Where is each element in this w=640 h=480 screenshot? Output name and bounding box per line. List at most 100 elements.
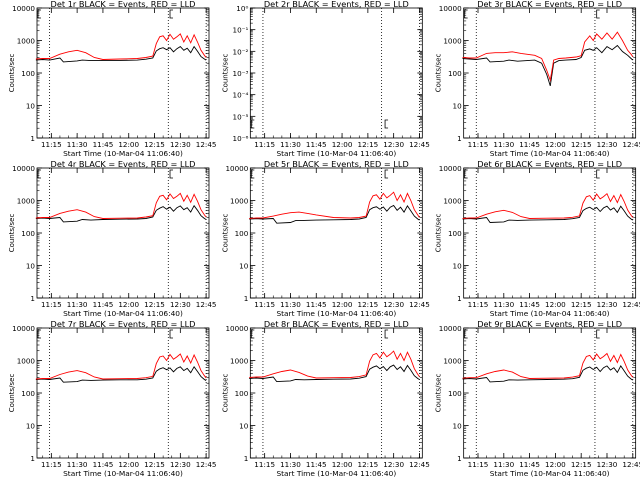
x-tick-label: 11:15 [41, 460, 62, 469]
x-tick-label: 11:45 [306, 460, 327, 469]
y-axis-label: Counts/sec [221, 54, 229, 93]
y-tick-label: 1 [30, 294, 35, 303]
series-line-events [35, 45, 207, 63]
panel-det-6r: Det 6r BLACK = Events, RED = LLD 1 10 100 10… [435, 159, 640, 318]
series-line-lld [462, 31, 634, 82]
x-tick-label: 12:00 [332, 140, 353, 149]
y-tick-label: 1000 [17, 37, 36, 46]
y-axis-label: Counts/sec [221, 374, 229, 413]
bracket-marker [384, 119, 389, 129]
y-axis-label: Counts/sec [435, 374, 443, 413]
x-tick-label: 12:45 [409, 460, 430, 469]
series-line-lld [35, 353, 207, 380]
y-tick-label: 10 [239, 262, 249, 271]
x-tick-label: 12:30 [383, 460, 404, 469]
y-tick-label: 1000 [443, 197, 462, 206]
y-tick-label: 1000 [17, 197, 36, 206]
x-tick-label: 12:30 [597, 140, 618, 149]
x-tick-label: 11:45 [93, 460, 114, 469]
x-tick-label: 12:00 [332, 460, 353, 469]
y-tick-label: 100 [235, 229, 249, 238]
x-tick-label: 12:15 [571, 300, 592, 309]
bracket-marker-left [37, 9, 41, 19]
y-tick-label: 100 [448, 389, 462, 398]
x-tick-label: 11:30 [493, 300, 514, 309]
panel-title: Det 3r BLACK = Events, RED = LLD [477, 0, 622, 9]
x-tick-label: 11:30 [67, 300, 88, 309]
x-axis-label: Start Time (10-Mar-04 11:06:40) [490, 309, 610, 318]
bracket-marker [596, 9, 600, 19]
y-tick-label: 1000 [17, 357, 36, 366]
y-axis-label: Counts/sec [435, 54, 443, 93]
bracket-marker-left [464, 9, 468, 19]
panel-title: Det 5r BLACK = Events, RED = LLD [264, 159, 409, 169]
series-line-lld [35, 33, 207, 60]
y-tick-label: 1 [244, 294, 249, 303]
x-tick-label: 12:45 [622, 300, 640, 309]
x-tick-label: 11:15 [468, 140, 489, 149]
x-tick-label: 12:45 [409, 300, 430, 309]
x-axis-label: Start Time (10-Mar-04 11:06:40) [276, 469, 396, 478]
panel-det-2r: Det 2r BLACK = Events, RED = LLD 10⁻⁶ 10⁻⁵… [221, 0, 429, 158]
series-line-events [249, 204, 420, 224]
x-tick-label: 12:45 [196, 300, 217, 309]
plot-frame [249, 7, 423, 139]
x-tick-label: 12:30 [170, 140, 191, 149]
panel-title: Det 7r BLACK = Events, RED = LLD [51, 319, 196, 329]
series-line-events [35, 365, 207, 383]
y-tick-label: 100 [21, 69, 35, 78]
x-tick-label: 11:30 [67, 460, 88, 469]
x-tick-label: 11:30 [493, 460, 514, 469]
bracket-marker [596, 169, 600, 179]
x-axis-label: Start Time (10-Mar-04 11:06:40) [63, 469, 183, 478]
x-tick-label: 12:00 [332, 300, 353, 309]
panel-det-1r: Det 1r BLACK = Events, RED = LLD 1 10 100 10… [8, 0, 216, 158]
x-axis-label: Start Time (10-Mar-04 11:06:40) [63, 149, 183, 158]
y-tick-label: 1000 [230, 357, 249, 366]
x-tick-label: 12:15 [571, 460, 592, 469]
y-tick-label: 1000 [443, 357, 462, 366]
series-line-events [35, 204, 207, 223]
x-tick-label: 11:30 [493, 140, 514, 149]
y-tick-label: 10⁻³ [233, 69, 249, 78]
x-tick-label: 12:45 [409, 140, 430, 149]
x-tick-label: 12:00 [545, 140, 566, 149]
y-tick-label: 10000 [12, 324, 35, 333]
plot-frame [36, 327, 210, 459]
y-tick-label: 1000 [230, 197, 249, 206]
x-tick-label: 11:15 [254, 300, 275, 309]
y-tick-label: 100 [235, 389, 249, 398]
x-tick-label: 12:15 [571, 140, 592, 149]
plot-frame [463, 167, 637, 299]
y-axis-label: Counts/sec [8, 214, 16, 253]
y-tick-label: 1 [457, 454, 462, 463]
y-tick-label: 10⁰ [236, 4, 248, 13]
y-tick-label: 10000 [439, 324, 462, 333]
y-tick-label: 100 [448, 229, 462, 238]
x-tick-label: 12:15 [358, 300, 379, 309]
series-line-lld [249, 191, 420, 219]
y-tick-label: 10⁻⁵ [233, 112, 249, 121]
bracket-marker [169, 169, 174, 179]
x-tick-label: 11:45 [519, 460, 540, 469]
series-line-lld [462, 192, 634, 219]
y-tick-label: 100 [21, 389, 35, 398]
x-tick-label: 12:00 [545, 300, 566, 309]
x-tick-label: 11:15 [254, 140, 275, 149]
x-tick-label: 11:45 [519, 140, 540, 149]
panel-det-5r: Det 5r BLACK = Events, RED = LLD 1 10 100 10… [221, 159, 429, 318]
y-tick-label: 10⁻⁴ [233, 91, 249, 100]
y-tick-label: 1 [457, 294, 462, 303]
y-tick-label: 1 [457, 134, 462, 143]
x-axis-label: Start Time (10-Mar-04 11:06:40) [63, 309, 183, 318]
y-tick-label: 10⁻² [233, 47, 249, 56]
panel-title: Det 4r BLACK = Events, RED = LLD [51, 159, 196, 169]
x-tick-label: 11:15 [41, 300, 62, 309]
x-tick-label: 11:15 [468, 300, 489, 309]
series-line-lld [249, 350, 420, 379]
bracket-marker [596, 329, 600, 339]
bracket-marker-left [250, 329, 255, 339]
x-tick-label: 11:30 [280, 140, 301, 149]
y-tick-label: 10 [26, 422, 36, 431]
